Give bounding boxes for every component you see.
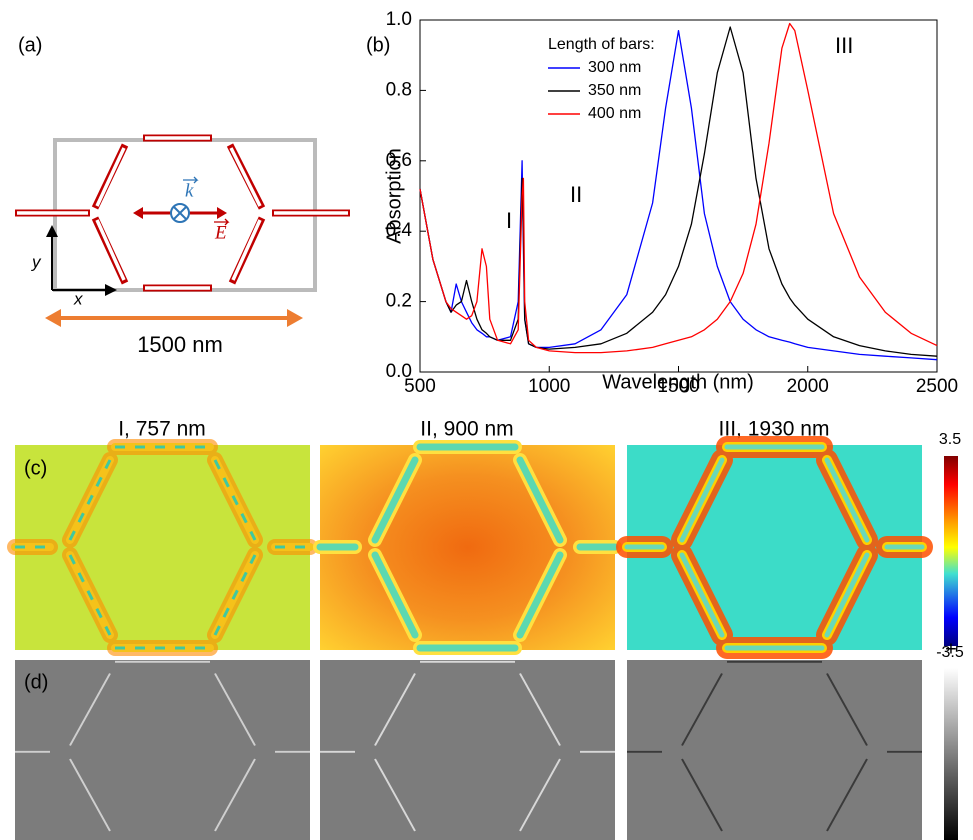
annotation: II: [570, 182, 582, 207]
annotation: I: [506, 208, 512, 233]
panel-label: (b): [366, 34, 390, 56]
legend-label: 400 nm: [588, 105, 641, 122]
plot-frame: [419, 19, 938, 373]
panel-label: (a): [18, 34, 42, 56]
series-line: [419, 26, 938, 357]
e-label: E: [214, 222, 227, 243]
y-tick-label: 0.8: [386, 79, 412, 100]
x-tick-label: 2000: [787, 376, 829, 397]
legend-label: 300 nm: [588, 59, 641, 76]
x-tick-label: 1000: [528, 376, 570, 397]
series-line: [419, 29, 938, 361]
absorption-chart: Wavelength (nm) Absorption Length of bar…: [383, 9, 958, 397]
y-axis-symbol: y: [31, 252, 42, 271]
y-tick-label: 0.0: [386, 361, 412, 382]
annotation: III: [835, 33, 853, 58]
x-axis-label: Wavelength (nm): [602, 371, 754, 393]
x-tick-label: 500: [404, 376, 436, 397]
map-title: I, 757 nm: [118, 418, 206, 441]
y-tick-label: 0.4: [386, 220, 413, 241]
period-label: 1500 nm: [137, 332, 223, 357]
charge-maps: (d) +: [14, 638, 958, 840]
colorbar-min: -3.5: [936, 644, 964, 661]
x-axis-symbol: x: [73, 289, 83, 308]
x-tick-label: 1500: [657, 376, 699, 397]
panel-label: (d): [24, 671, 48, 693]
series-line: [419, 22, 938, 354]
y-axis-label: Absorption: [383, 148, 405, 244]
k-label: k: [185, 180, 194, 201]
y-tick-label: 0.6: [386, 150, 412, 171]
legend-label: 350 nm: [588, 82, 641, 99]
map-title: III, 1930 nm: [719, 418, 830, 441]
y-tick-label: 1.0: [386, 9, 412, 30]
schematic: k E y x 1500 nm: [15, 134, 350, 357]
x-tick-label: 2500: [916, 376, 958, 397]
y-tick-label: 0.2: [386, 291, 412, 312]
charge-sign: +: [945, 638, 957, 660]
colorbar-max: 3.5: [939, 431, 961, 448]
field-maps: I, 757 nm II, 900 nm III, 1930 nm (c) 3.…: [15, 418, 964, 661]
panel-label: (c): [24, 457, 47, 479]
legend-title: Length of bars:: [548, 36, 655, 53]
map-title: II, 900 nm: [420, 418, 513, 441]
